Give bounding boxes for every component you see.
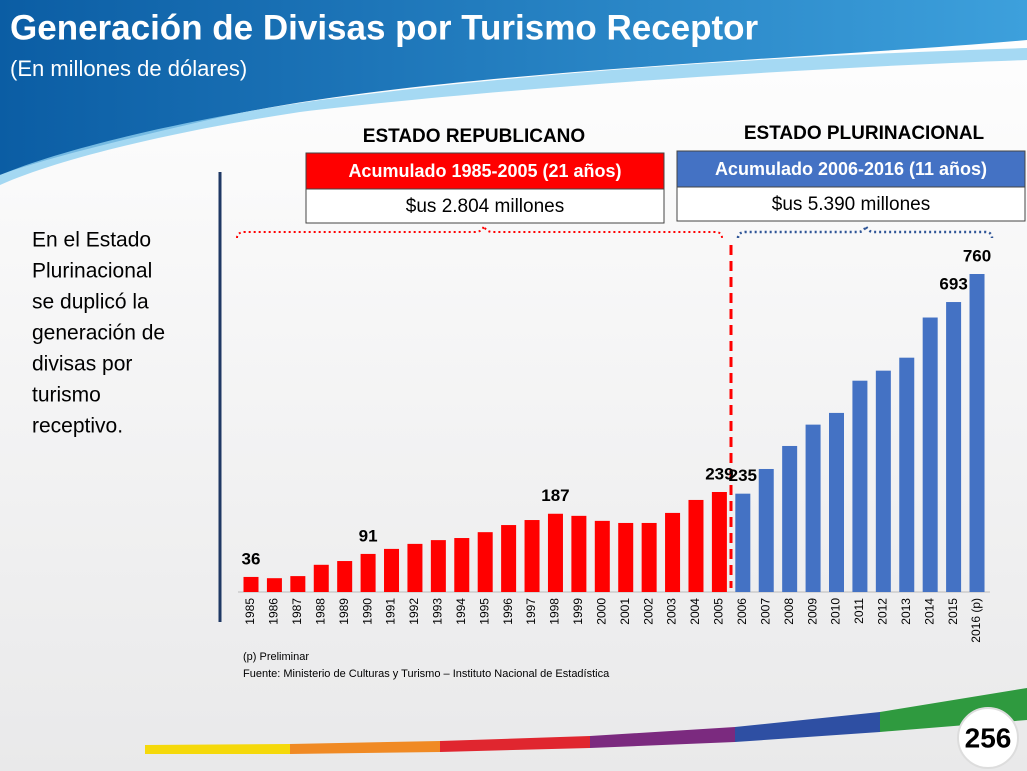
- x-tick-label: 2000: [594, 598, 608, 625]
- chart: 1985 36 1986 1987 1988 1989 1990 91 1991 1992 1993…: [238, 246, 991, 643]
- x-tick-label: 1992: [407, 598, 421, 625]
- x-tick-label: 1987: [290, 598, 304, 625]
- bar: [501, 525, 517, 592]
- x-tick-label: 2010: [829, 598, 843, 625]
- x-tick-label: 1995: [477, 598, 491, 625]
- x-tick-label: 1996: [501, 598, 515, 625]
- x-tick-label: 1985: [243, 598, 257, 625]
- bar: [805, 424, 821, 592]
- period-heading: ESTADO REPUBLICANO: [363, 126, 585, 147]
- bar: [571, 515, 587, 592]
- x-tick-label: 2016 (p): [969, 598, 983, 643]
- x-tick-label: 2007: [758, 598, 772, 625]
- x-tick-label: 2008: [782, 598, 796, 625]
- page-circle: [957, 707, 1019, 769]
- bar: [337, 561, 353, 592]
- data-label: 91: [359, 526, 378, 545]
- bar: [852, 380, 868, 592]
- bar: [946, 302, 962, 592]
- bar: [384, 548, 400, 592]
- side-text: divisas por: [32, 353, 132, 376]
- data-label: 693: [939, 275, 967, 294]
- x-tick-label: 2013: [899, 598, 913, 625]
- data-label: 235: [729, 466, 757, 485]
- bar: [922, 317, 938, 592]
- bar: [477, 532, 493, 592]
- bar: [735, 493, 751, 592]
- title: Generación de Divisas por Turismo Recept…: [10, 8, 759, 47]
- bar: [758, 468, 774, 592]
- x-tick-label: 2012: [876, 598, 890, 625]
- bar: [313, 564, 329, 592]
- period-amount: $us 2.804 millones: [406, 196, 564, 217]
- period-label-box: [676, 150, 1026, 188]
- x-tick-label: 1997: [524, 598, 538, 625]
- subtitle: (En millones de dólares): [10, 56, 247, 81]
- data-label: 187: [541, 486, 569, 505]
- data-label: 239: [705, 464, 733, 483]
- period-label: Acumulado 2006-2016 (11 años): [715, 159, 987, 179]
- data-label: 760: [963, 246, 991, 265]
- bar: [969, 274, 985, 592]
- x-tick-label: 2001: [618, 598, 632, 625]
- period-heading: ESTADO PLURINACIONAL: [744, 123, 985, 144]
- x-tick-label: 2004: [688, 598, 702, 625]
- bar: [829, 412, 844, 592]
- side-text: Plurinacional: [32, 260, 152, 283]
- bar: [407, 543, 423, 592]
- bar: [618, 522, 634, 592]
- side-text: generación de: [32, 322, 165, 345]
- bar: [782, 445, 798, 592]
- x-tick-label: 2002: [641, 598, 655, 625]
- x-tick-label: 2006: [735, 598, 749, 625]
- x-tick-label: 2003: [665, 598, 679, 625]
- side-text: receptivo.: [32, 415, 123, 438]
- footnote: Fuente: Ministerio de Culturas y Turismo…: [243, 668, 610, 680]
- period-amount-box: [676, 186, 1026, 222]
- bar: [430, 540, 446, 592]
- bar: [360, 553, 376, 592]
- period-label: Acumulado 1985-2005 (21 años): [348, 161, 621, 181]
- bar: [547, 513, 563, 592]
- x-tick-label: 2011: [852, 598, 866, 624]
- x-tick-label: 2005: [712, 598, 726, 625]
- x-tick-label: 1993: [431, 598, 445, 625]
- x-tick-label: 1998: [548, 598, 562, 625]
- side-text: turismo: [32, 384, 101, 407]
- period-amount: $us 5.390 millones: [772, 194, 930, 215]
- bar: [524, 520, 540, 592]
- side-text: En el Estado: [32, 229, 151, 252]
- data-label: 36: [242, 549, 261, 568]
- bar: [243, 576, 259, 592]
- footnote: (p) Preliminar: [243, 651, 309, 663]
- x-tick-label: 1990: [360, 598, 374, 625]
- header-swoosh: [0, 48, 1027, 185]
- x-tick-label: 1991: [384, 598, 398, 625]
- x-tick-label: 2014: [922, 598, 936, 625]
- bar: [641, 522, 657, 592]
- bar: [875, 370, 891, 592]
- x-tick-label: 2009: [805, 598, 819, 625]
- side-text: se duplicó la: [32, 291, 149, 314]
- x-tick-label: 2015: [946, 598, 960, 625]
- x-tick-label: 1986: [267, 598, 281, 625]
- bar: [290, 576, 306, 592]
- x-tick-label: 1994: [454, 598, 468, 625]
- period-amount-box: [305, 188, 665, 224]
- bar: [711, 491, 727, 592]
- x-tick-label: 1989: [337, 598, 351, 625]
- page-number: 256: [965, 722, 1012, 753]
- bar: [688, 499, 704, 592]
- bar: [665, 512, 681, 592]
- x-tick-label: 1999: [571, 598, 585, 625]
- bar: [899, 357, 915, 592]
- bar: [266, 578, 282, 592]
- bar: [454, 538, 470, 592]
- x-tick-label: 1988: [313, 598, 327, 625]
- header-band: [0, 0, 1027, 175]
- bar: [594, 520, 610, 592]
